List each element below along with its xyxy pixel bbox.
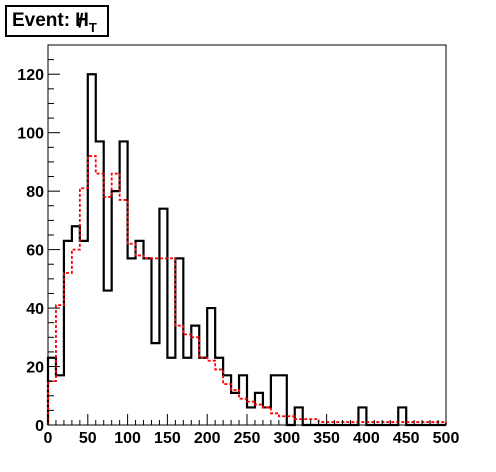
x-tick-label: 0 (44, 430, 53, 447)
y-tick-label: 60 (26, 243, 44, 260)
x-tick-label: 150 (154, 430, 181, 447)
histogram-series-1 (47, 155, 447, 425)
x-tick-label: 500 (433, 430, 460, 447)
x-tick-label: 300 (273, 430, 300, 447)
x-tick-label: 350 (313, 430, 340, 447)
y-tick-label: 80 (26, 184, 44, 201)
plot-frame (47, 44, 447, 426)
chart-title: Event: H / T (5, 5, 109, 37)
y-tick-label: 100 (17, 126, 44, 143)
x-tick-label: 450 (393, 430, 420, 447)
axis-layer: 0 50 100 150 200 250 300 350 400 450 500 0 20 40 60 80 1… (17, 44, 460, 447)
plot-area (47, 44, 447, 426)
y-tick-label: 0 (35, 418, 44, 435)
x-tick-label: 250 (234, 430, 261, 447)
slash-icon: / (78, 11, 84, 32)
y-tick-label: 40 (26, 301, 44, 318)
x-tick-label: 50 (79, 430, 97, 447)
chart-title-prefix: Event: (12, 10, 71, 31)
x-tick-label: 200 (194, 430, 221, 447)
y-tick-label: 20 (26, 360, 44, 377)
y-tick-label: 120 (17, 67, 44, 84)
chart-title-symbol-letter: H (75, 10, 89, 31)
chart-title-symbol: H / (75, 10, 89, 32)
chart-title-subscript: T (88, 19, 97, 35)
series-layer (46, 73, 447, 427)
x-tick-label: 100 (114, 430, 141, 447)
histogram-series-0 (46, 73, 446, 427)
x-tick-label: 400 (353, 430, 380, 447)
